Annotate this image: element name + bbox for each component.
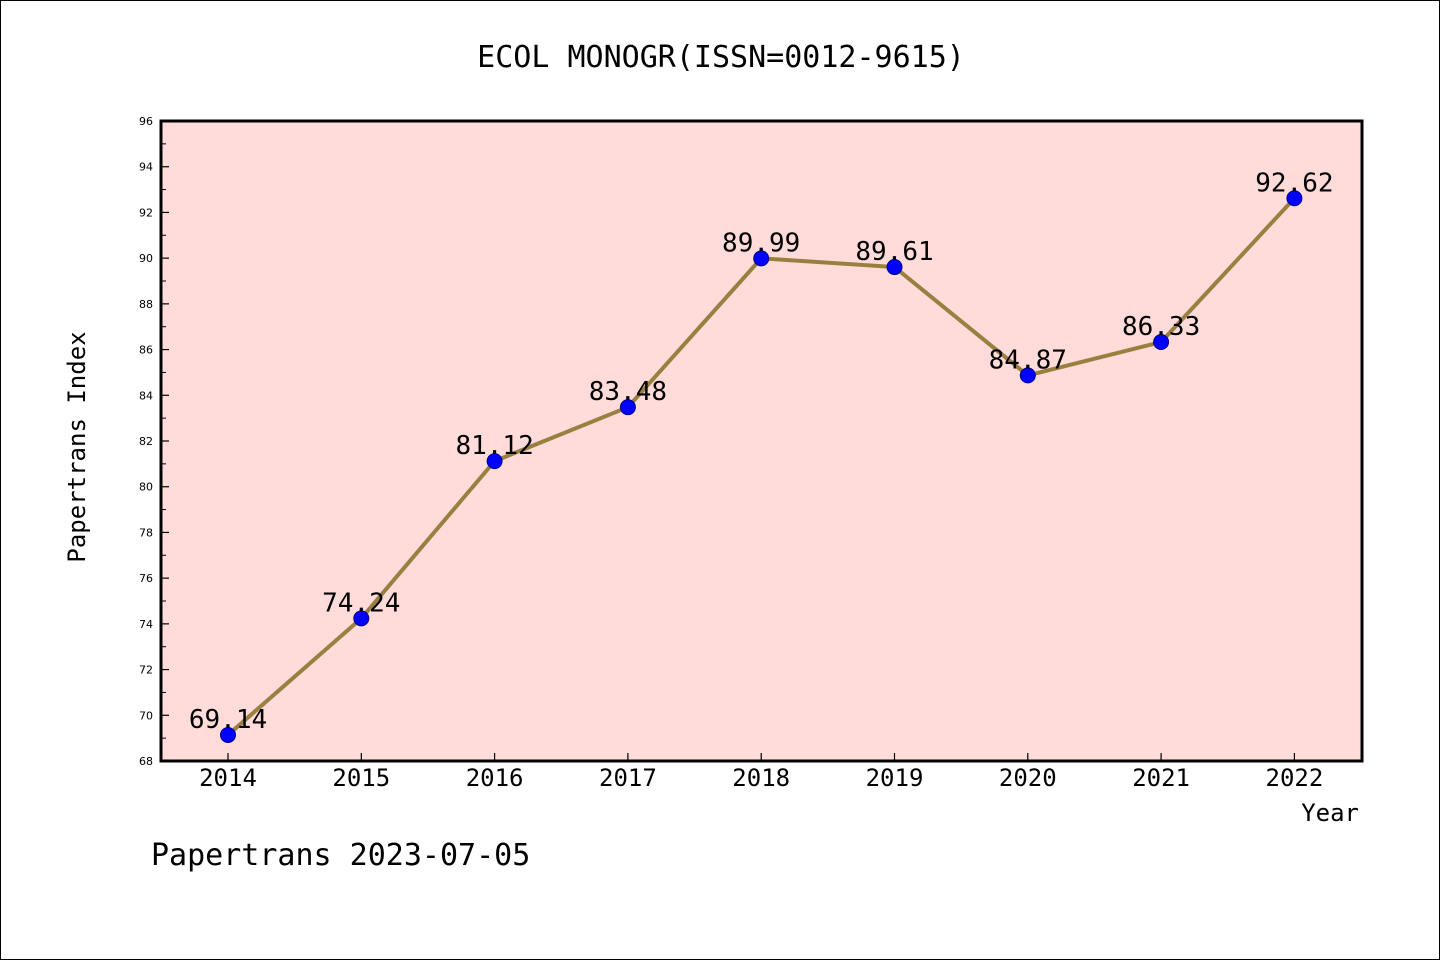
y-tick-label: 76 xyxy=(139,572,153,585)
data-point xyxy=(619,399,636,416)
y-axis-label: Papertrans Index xyxy=(63,331,91,562)
x-tick-label: 2016 xyxy=(466,764,524,792)
series-group xyxy=(220,190,1303,743)
y-tick-label: 88 xyxy=(139,298,153,311)
y-axis: 68 70 72 74 76 78 80 82 84 86 88 90 92 94 96 xyxy=(139,115,169,768)
data-point xyxy=(486,453,503,470)
y-tick-label: 86 xyxy=(139,344,153,357)
data-point xyxy=(1286,190,1303,207)
x-tick-label: 2018 xyxy=(732,764,790,792)
data-label: 81.12 xyxy=(455,431,533,461)
chart-title: ECOL MONOGR(ISSN=0012-9615) xyxy=(477,40,965,75)
data-point xyxy=(1019,367,1036,384)
data-point xyxy=(220,726,236,743)
data-point xyxy=(886,259,903,276)
data-label: 92.62 xyxy=(1255,168,1333,198)
x-axis-label: Year xyxy=(1301,799,1359,827)
x-tick-label: 2022 xyxy=(1266,764,1324,792)
data-point xyxy=(353,610,370,627)
data-point xyxy=(1153,334,1170,351)
y-tick-label: 80 xyxy=(139,481,153,494)
data-labels-group: 69.14 74.24 81.12 83.48 89.99 89.61 84.87 86.33… xyxy=(189,168,1334,735)
data-label: 86.33 xyxy=(1122,312,1200,342)
y-tick-label: 94 xyxy=(139,161,153,174)
x-tick-label: 2019 xyxy=(866,764,924,792)
y-tick-label: 96 xyxy=(139,115,153,128)
data-label: 84.87 xyxy=(989,345,1067,375)
x-axis: 2014 2015 2016 2017 2018 2019 2020 2021 2022 xyxy=(199,753,1323,792)
data-label: 69.14 xyxy=(189,705,267,735)
y-tick-label: 72 xyxy=(139,664,153,677)
y-tick-label: 78 xyxy=(139,526,153,539)
y-tick-label: 82 xyxy=(139,435,153,448)
x-tick-label: 2014 xyxy=(199,764,257,792)
y-tick-label: 90 xyxy=(139,252,153,265)
plot-area xyxy=(161,121,1362,761)
data-label: 89.99 xyxy=(722,228,800,258)
x-tick-label: 2015 xyxy=(332,764,390,792)
x-tick-label: 2021 xyxy=(1132,764,1190,792)
y-tick-label: 74 xyxy=(139,618,153,631)
footer-text: Papertrans 2023-07-05 xyxy=(151,838,530,873)
data-label: 83.48 xyxy=(589,377,667,407)
y-tick-label: 70 xyxy=(139,709,153,722)
y-tick-label: 68 xyxy=(139,755,153,768)
x-tick-label: 2020 xyxy=(999,764,1057,792)
data-point xyxy=(753,250,770,267)
x-tick-label: 2017 xyxy=(599,764,657,792)
data-label: 74.24 xyxy=(322,588,400,618)
plot-frame xyxy=(159,119,1364,763)
y-tick-label: 92 xyxy=(139,206,153,219)
y-tick-label: 84 xyxy=(139,389,153,402)
data-label: 89.61 xyxy=(855,237,933,267)
